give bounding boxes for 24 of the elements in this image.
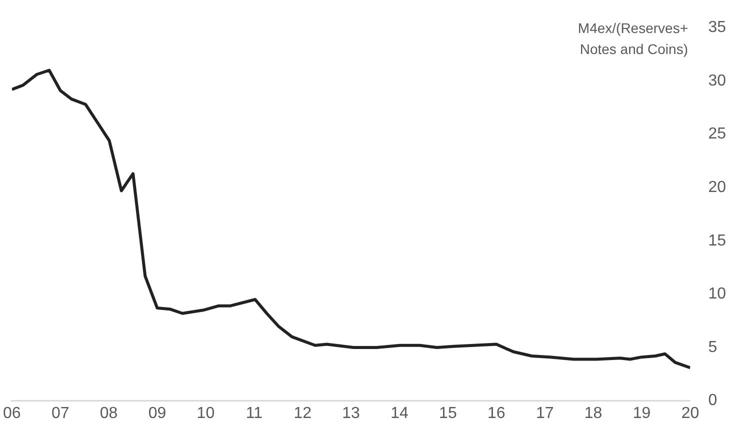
- y-tick-label: 5: [708, 338, 718, 356]
- x-tick-label: 20: [681, 404, 700, 422]
- y-tick-label: 0: [708, 392, 718, 410]
- x-tick-label: 10: [196, 404, 215, 422]
- x-tick-label: 16: [488, 404, 506, 422]
- x-tick-label: 08: [100, 404, 118, 422]
- x-tick-label: 09: [148, 404, 166, 422]
- y-tick-label: 25: [708, 126, 726, 143]
- x-tick-label: 06: [3, 404, 21, 422]
- x-tick-label: 14: [390, 404, 408, 422]
- y-tick-label: 35: [708, 19, 726, 36]
- x-tick-label: 18: [584, 404, 602, 422]
- x-tick-label: 15: [439, 404, 457, 422]
- x-tick-label: 17: [536, 404, 554, 422]
- y-tick-label: 30: [708, 72, 726, 90]
- x-tick-label: 12: [294, 404, 312, 422]
- x-tick-label: 19: [632, 404, 651, 422]
- y-tick-label: 10: [708, 286, 726, 303]
- x-tick-label: 07: [51, 404, 70, 422]
- y-axis-title: M4ex/(Reserves+ Notes and Coins): [576, 19, 688, 59]
- y-tick-label: 20: [708, 178, 726, 196]
- x-tick-label: 11: [246, 404, 263, 422]
- x-tick-label: 13: [342, 404, 360, 422]
- y-tick-label: 15: [708, 232, 726, 250]
